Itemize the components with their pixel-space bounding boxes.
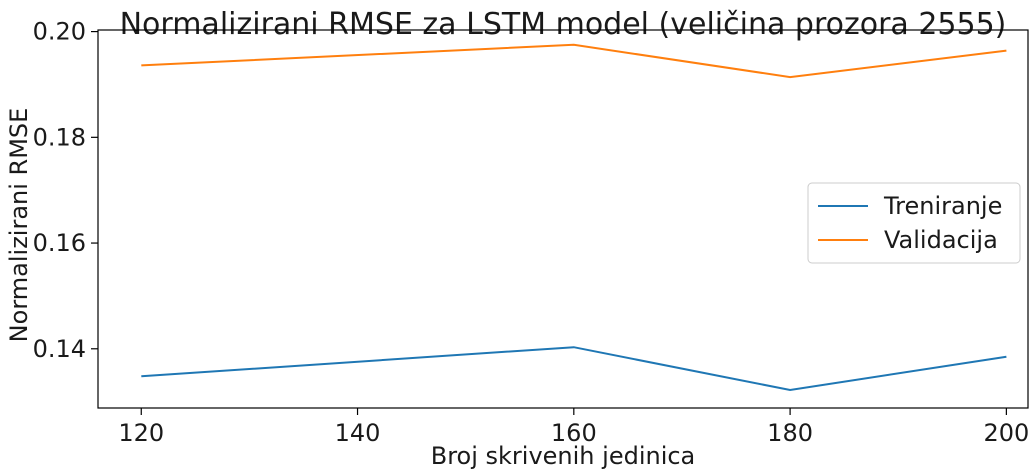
x-tick-label-180: 180 <box>767 419 813 447</box>
legend-label-validacija: Validacija <box>884 226 998 254</box>
legend-label-treniranje: Treniranje <box>883 192 1002 220</box>
chart-title: Normalizirani RMSE za LSTM model (veliči… <box>120 7 1007 42</box>
plot-frame <box>97 29 1029 409</box>
y-axis-label: Normalizirani RMSE <box>5 108 33 343</box>
y-tick-label-0.18: 0.18 <box>33 123 86 151</box>
x-tick-label-140: 140 <box>335 419 381 447</box>
y-tick-label-0.16: 0.16 <box>33 229 86 257</box>
legend-box <box>807 182 1021 264</box>
x-axis-label: Broj skrivenih jedinica <box>431 442 696 470</box>
series-line-validacija <box>141 43 1007 79</box>
series-line-treniranje <box>141 346 1007 392</box>
x-tick-label-200: 200 <box>983 419 1029 447</box>
y-tick-label-0.20: 0.20 <box>33 18 86 46</box>
x-tick-label-120: 120 <box>118 419 164 447</box>
x-tick-label-160: 160 <box>551 419 597 447</box>
y-tick-label-0.14: 0.14 <box>33 335 86 363</box>
plot-area: 120 140 160 180 200 0.14 0.16 0.18 0.20 Treniranj… <box>33 18 1030 447</box>
